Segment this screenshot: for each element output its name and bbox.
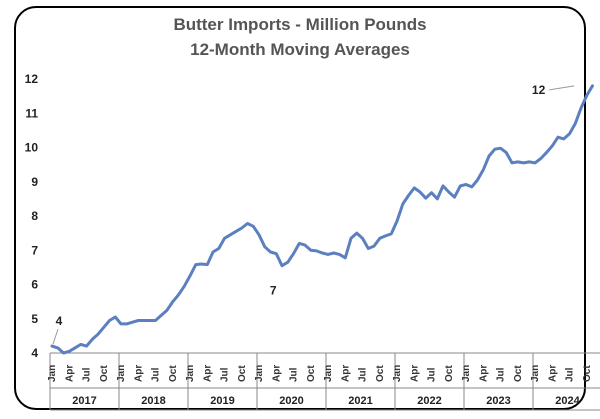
month-tick-label: Jan	[530, 365, 541, 382]
month-tick-label: Oct	[306, 365, 317, 382]
month-tick-label: Jul	[289, 367, 300, 382]
month-tick-label: Apr	[64, 365, 75, 382]
chart-subtitle: 12-Month Moving Averages	[190, 40, 410, 59]
year-label: 2018	[141, 395, 165, 407]
month-tick-label: Jan	[185, 365, 196, 382]
month-tick-label: Jul	[565, 367, 576, 382]
month-tick-label: Jan	[323, 365, 334, 382]
annotation-label: 12	[532, 83, 546, 97]
y-tick-label: 4	[31, 346, 38, 360]
annotation-label: 7	[270, 283, 277, 297]
month-tick-label: Jul	[151, 367, 162, 382]
y-tick-label: 7	[31, 243, 38, 257]
month-tick-label: Oct	[582, 365, 593, 382]
year-label: 2022	[417, 395, 441, 407]
annotation-leader	[549, 85, 575, 91]
month-tick-label: Jan	[116, 365, 127, 382]
month-tick-label: Jul	[82, 367, 93, 382]
year-label: 2017	[72, 395, 96, 407]
month-tick-label: Jul	[427, 367, 438, 382]
month-tick-label: Oct	[375, 365, 386, 382]
month-tick-label: Apr	[409, 365, 420, 382]
month-tick-label: Apr	[133, 365, 144, 382]
month-tick-label: Jan	[47, 365, 58, 382]
year-label: 2021	[348, 395, 372, 407]
month-tick-label: Jul	[496, 367, 507, 382]
y-tick-label: 6	[31, 278, 38, 292]
month-tick-label: Apr	[202, 365, 213, 382]
year-label: 2019	[210, 395, 234, 407]
year-label: 2020	[279, 395, 303, 407]
month-tick-label: Oct	[237, 365, 248, 382]
month-tick-label: Jul	[358, 367, 369, 382]
month-tick-label: Oct	[444, 365, 455, 382]
month-tick-label: Oct	[513, 365, 524, 382]
month-tick-label: Jan	[254, 365, 265, 382]
y-tick-label: 5	[31, 312, 38, 326]
month-tick-label: Jan	[392, 365, 403, 382]
y-tick-label: 12	[25, 72, 39, 86]
series-line	[50, 84, 594, 355]
y-tick-label: 8	[31, 209, 38, 223]
month-tick-label: Jul	[220, 367, 231, 382]
month-tick-label: Jan	[461, 365, 472, 382]
y-tick-label: 11	[25, 106, 38, 120]
year-label: 2024	[555, 395, 580, 407]
month-tick-label: Oct	[99, 365, 110, 382]
month-tick-label: Apr	[547, 365, 558, 382]
annotation-label: 4	[56, 314, 63, 328]
y-tick-label: 10	[25, 141, 39, 155]
year-label: 2023	[486, 395, 510, 407]
chart-title: Butter Imports - Million Pounds	[173, 15, 427, 34]
annotation-leader	[52, 328, 59, 345]
month-tick-label: Oct	[168, 365, 179, 382]
y-tick-label: 9	[31, 175, 38, 189]
month-tick-label: Apr	[340, 365, 351, 382]
month-tick-label: Apr	[271, 365, 282, 382]
month-tick-label: Apr	[478, 365, 489, 382]
chart-frame	[14, 6, 586, 410]
